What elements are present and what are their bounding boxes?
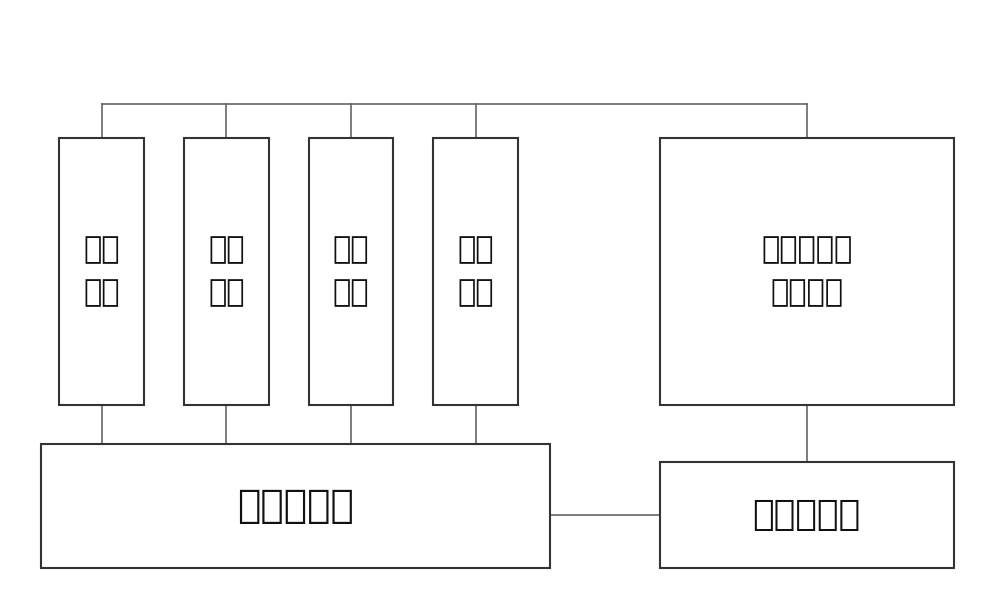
Text: 数据采集与
控制系统: 数据采集与 控制系统	[761, 235, 852, 307]
FancyBboxPatch shape	[184, 138, 269, 404]
FancyBboxPatch shape	[59, 138, 144, 404]
Text: 温控
系统: 温控 系统	[333, 235, 369, 307]
FancyBboxPatch shape	[660, 462, 954, 568]
Text: 加载
系统: 加载 系统	[83, 235, 120, 307]
Text: 摄像
系统: 摄像 系统	[457, 235, 494, 307]
FancyBboxPatch shape	[309, 138, 393, 404]
FancyBboxPatch shape	[41, 444, 550, 568]
Text: 可视化筱体: 可视化筱体	[237, 487, 354, 525]
FancyBboxPatch shape	[660, 138, 954, 404]
Text: 突出门系统: 突出门系统	[753, 498, 861, 532]
Text: 气源
系统: 气源 系统	[208, 235, 245, 307]
FancyBboxPatch shape	[433, 138, 518, 404]
